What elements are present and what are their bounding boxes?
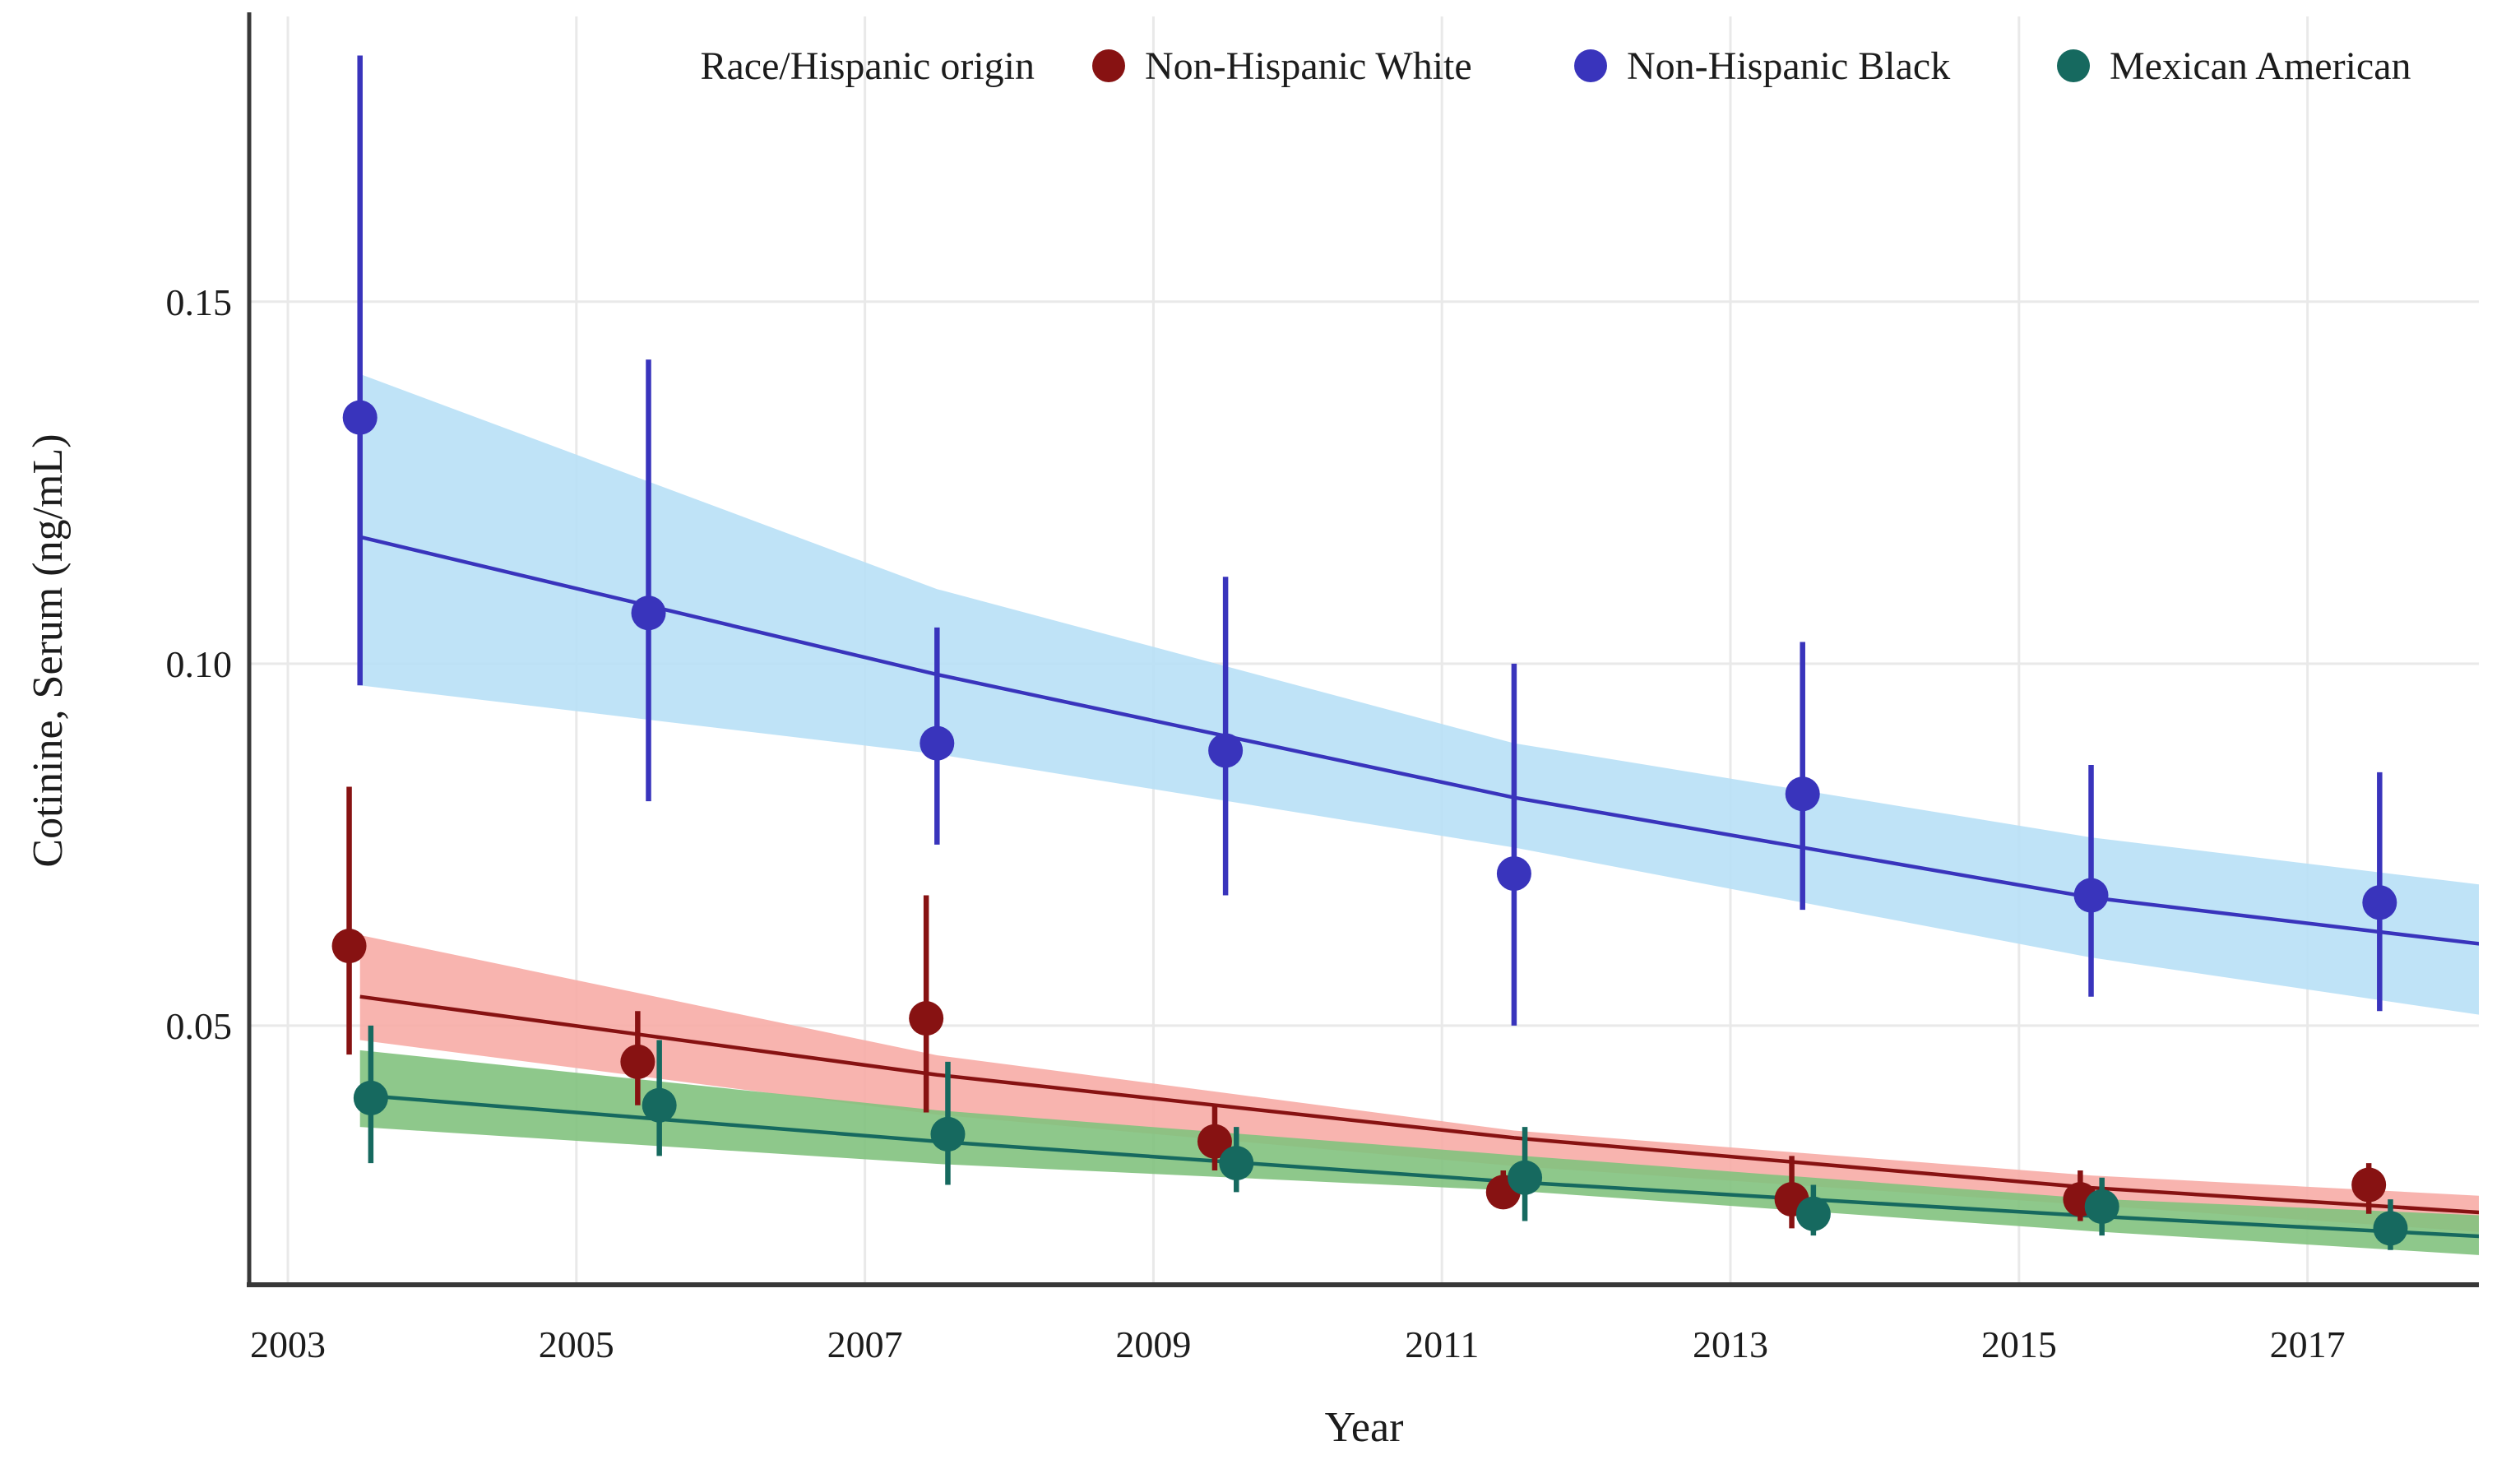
data-point-non-hispanic-white-2005 bbox=[620, 1044, 655, 1079]
y-tick-labels: 0.05 0.10 0.15 bbox=[166, 281, 233, 1047]
data-point-mexican-american-2005 bbox=[642, 1087, 677, 1123]
data-point-non-hispanic-black-2015 bbox=[2073, 878, 2109, 913]
data-point-non-hispanic-black-2013 bbox=[1785, 776, 1820, 812]
x-tick-label-2009: 2009 bbox=[1115, 1323, 1191, 1365]
data-point-non-hispanic-white-2009 bbox=[1197, 1124, 1232, 1159]
legend-title: Race/Hispanic origin bbox=[700, 44, 1035, 88]
x-tick-label-2017: 2017 bbox=[2270, 1323, 2346, 1365]
y-tick-label-0.05: 0.05 bbox=[166, 1005, 233, 1047]
data-point-non-hispanic-black-2011 bbox=[1496, 856, 1531, 892]
data-point-non-hispanic-white-2017 bbox=[2351, 1167, 2387, 1203]
x-tick-label-2013: 2013 bbox=[1693, 1323, 1768, 1365]
trend-line-non-hispanic-white bbox=[359, 994, 2479, 1215]
y-axis-title: Cotinine, Serum (ng/mL) bbox=[25, 433, 72, 867]
data-point-non-hispanic-black-2007 bbox=[920, 725, 955, 761]
data-point-mexican-american-2013 bbox=[1795, 1196, 1831, 1231]
x-tick-labels: 2003 2005 2007 2009 2011 2013 2015 2017 bbox=[250, 1323, 2346, 1365]
x-tick-label-2015: 2015 bbox=[1981, 1323, 2057, 1365]
data-point-non-hispanic-white-2007 bbox=[909, 1001, 944, 1036]
y-tick-label-0.10: 0.10 bbox=[166, 643, 233, 685]
data-point-mexican-american-2011 bbox=[1508, 1160, 1543, 1195]
legend-label-non-hispanic-white: Non-Hispanic White bbox=[1145, 44, 1472, 88]
ribbon-non-hispanic-white bbox=[359, 934, 2479, 1232]
x-tick-label-2005: 2005 bbox=[539, 1323, 614, 1365]
x-tick-label-2011: 2011 bbox=[1405, 1323, 1479, 1365]
data-point-mexican-american-2017 bbox=[2373, 1211, 2408, 1246]
series-non-hispanic-black bbox=[342, 55, 2397, 1026]
data-point-mexican-american-2015 bbox=[2084, 1189, 2119, 1224]
legend: Race/Hispanic origin Non-Hispanic White No… bbox=[700, 44, 2411, 88]
y-tick-label-0.15: 0.15 bbox=[166, 281, 233, 323]
legend-label-mexican-american: Mexican American bbox=[2110, 44, 2411, 88]
data-point-non-hispanic-black-2009 bbox=[1208, 733, 1244, 768]
x-tick-label-2003: 2003 bbox=[250, 1323, 326, 1365]
ribbon-mexican-american bbox=[359, 1050, 2479, 1255]
legend-swatch-non-hispanic-white bbox=[1092, 49, 1125, 82]
series-non-hispanic-white bbox=[331, 786, 2387, 1229]
data-point-mexican-american-2007 bbox=[930, 1116, 966, 1152]
legend-swatch-non-hispanic-black bbox=[1574, 49, 1607, 82]
data-point-non-hispanic-black-2003 bbox=[342, 400, 378, 435]
data-point-non-hispanic-black-2005 bbox=[631, 596, 666, 631]
series-mexican-american bbox=[353, 1025, 2408, 1250]
legend-label-non-hispanic-black: Non-Hispanic Black bbox=[1627, 44, 1950, 88]
data-point-mexican-american-2003 bbox=[353, 1080, 388, 1115]
x-axis-title: Year bbox=[1325, 1404, 1404, 1451]
confidence-ribbons bbox=[359, 373, 2479, 1255]
ribbon-non-hispanic-black bbox=[359, 373, 2479, 1015]
data-point-non-hispanic-white-2003 bbox=[331, 929, 367, 964]
data-point-mexican-american-2009 bbox=[1219, 1146, 1254, 1181]
data-point-non-hispanic-black-2017 bbox=[2362, 885, 2397, 920]
legend-swatch-mexican-american bbox=[2057, 49, 2090, 82]
x-tick-label-2007: 2007 bbox=[827, 1323, 903, 1365]
